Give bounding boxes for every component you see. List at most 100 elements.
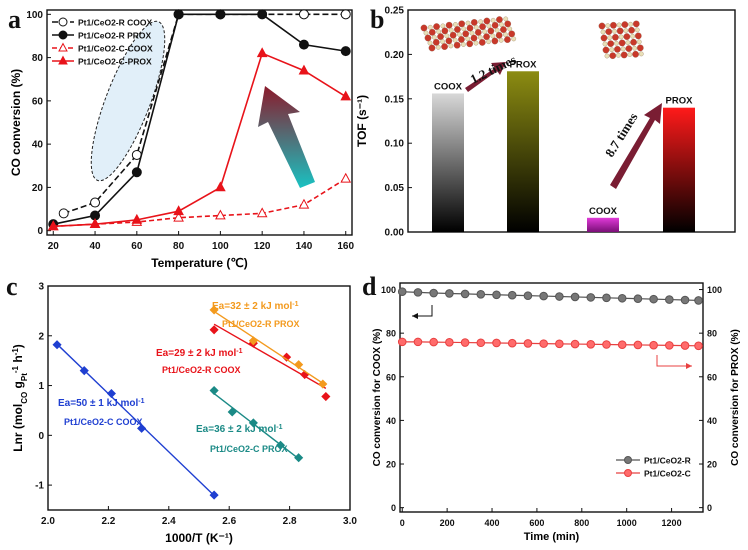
atom: [433, 23, 440, 30]
atom: [616, 22, 622, 28]
atom: [602, 46, 610, 54]
legend-label: Pt1/CeO2-R PROX: [78, 31, 152, 41]
d-legend-label: Pt1/CeO2-C: [644, 469, 691, 479]
d-point: [649, 340, 658, 350]
d-y-tick-label: 60: [386, 372, 396, 382]
d-y2-tick-label: 100: [707, 285, 722, 295]
left-axis-arrow: [412, 305, 433, 317]
atom: [491, 21, 499, 29]
c-ea-label: Ea=32 ± 2 kJ mol-1: [212, 301, 299, 313]
a-x-tick-label: 100: [212, 241, 229, 252]
atom: [625, 40, 631, 45]
d-y-tick-label: 20: [386, 460, 396, 470]
a-point: [257, 9, 268, 20]
c-ylabel-part: Pt: [20, 373, 29, 381]
right-axis-arrow: [656, 355, 692, 367]
c-y-tick-label: 2: [38, 331, 44, 342]
a-point: [340, 9, 351, 20]
plot-a-frame: [46, 9, 353, 236]
atom: [466, 40, 474, 48]
atom: [420, 24, 428, 32]
atom: [462, 30, 470, 38]
atom: [440, 39, 445, 44]
atom: [441, 43, 448, 50]
d-x-tick-label: 1200: [662, 518, 682, 528]
d-point: [602, 340, 611, 349]
atom: [452, 37, 458, 43]
c-point: [248, 336, 258, 346]
atom: [604, 53, 610, 59]
highlight-ellipse: [90, 20, 166, 182]
atom: [490, 33, 496, 39]
panel-label-c: c: [6, 272, 18, 301]
atom: [448, 43, 454, 49]
d-point: [397, 337, 407, 347]
c-point: [79, 366, 89, 376]
atom: [634, 32, 642, 40]
atom: [424, 34, 432, 42]
bar: [663, 107, 695, 232]
atom: [478, 19, 483, 25]
c-x-tick-label: 2.0: [41, 516, 55, 527]
atom: [445, 37, 453, 45]
d-ylabel-left: CO conversion for COOX (%): [372, 329, 383, 467]
c-xlabel: 1000/T (K⁻¹): [165, 531, 233, 545]
b-y-tick-label: 0.25: [385, 6, 405, 17]
d-point: [555, 292, 564, 301]
d-point: [523, 339, 533, 348]
a-point: [89, 218, 101, 229]
d-x-tick-label: 400: [485, 518, 500, 528]
a-x-tick-label: 160: [337, 241, 354, 252]
atom: [494, 27, 500, 33]
atom: [598, 22, 606, 30]
atom: [453, 41, 461, 49]
c-point: [275, 440, 286, 450]
plot-b-frame: [407, 9, 736, 233]
a-x-tick-label: 140: [296, 241, 313, 252]
d-legend-marker: [624, 469, 632, 477]
c-point: [137, 423, 147, 433]
atom: [636, 39, 642, 45]
legend-marker: [58, 42, 68, 52]
bar-label: PROX: [666, 96, 694, 107]
c-point: [209, 490, 219, 500]
atom: [458, 20, 466, 28]
atom: [504, 36, 511, 43]
atom: [428, 44, 436, 52]
d-point: [413, 337, 423, 347]
c-x-tick-label: 2.8: [283, 516, 297, 527]
atom: [499, 22, 504, 27]
a-y-tick-label: 0: [37, 226, 43, 237]
c-ylabel-part: ): [11, 344, 25, 348]
atom: [503, 16, 509, 22]
atom: [483, 17, 491, 25]
atom: [612, 33, 619, 41]
c-ea-label: Ea=50 ± 1 kJ mol-1: [58, 398, 145, 410]
atom: [638, 51, 644, 57]
atom: [609, 47, 615, 53]
atom: [474, 29, 482, 36]
d-point: [476, 338, 486, 348]
d-point: [523, 291, 533, 300]
d-y-tick-label: 40: [386, 416, 396, 426]
atom: [630, 38, 637, 46]
atom: [428, 28, 436, 36]
ea-text: Ea=29 ± 2 kJ mol: [156, 348, 236, 359]
panel-a: 20 40 60 80 100 120 140 160 0 20 40 60 80 100 Temperat…: [8, 5, 355, 270]
atom: [445, 21, 453, 29]
c-ylabel-part: -1: [11, 348, 20, 356]
d-point: [460, 289, 470, 299]
b-y-tick-label: 0.05: [385, 183, 405, 194]
ratio-arrow-2: [610, 103, 662, 189]
atom: [636, 44, 644, 52]
atom: [448, 27, 454, 33]
atom: [600, 34, 608, 42]
d-point: [570, 339, 580, 349]
atom: [427, 40, 433, 46]
c-series-name: Pt1/CeO2-R PROX: [222, 319, 300, 329]
legend-label: Pt1/CeO2-C-COOX: [78, 44, 153, 54]
atom: [491, 37, 499, 45]
panel-d: 0 200 400 600 800 1000 12000204060801000204060…: [362, 272, 741, 543]
c-ylabel-part: h: [11, 355, 25, 366]
